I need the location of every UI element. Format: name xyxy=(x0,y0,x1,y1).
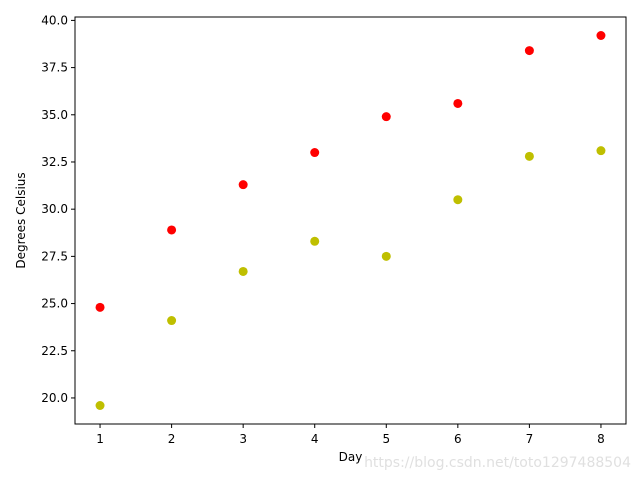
y-tick-label: 27.5 xyxy=(41,249,68,263)
x-tick-label: 2 xyxy=(168,432,176,446)
data-point-series-2 xyxy=(596,146,606,156)
x-axis-label: Day xyxy=(339,450,363,464)
data-point-series-1 xyxy=(167,225,177,235)
x-tick-label: 3 xyxy=(239,432,247,446)
y-tick-label: 35.0 xyxy=(41,108,68,122)
axis-ticks: 1 2 3 4 5 6 7 8 20.0 22.5 25.0 27.5 30.0 32.5 35.0 37.5… xyxy=(41,13,604,446)
data-point-series-1 xyxy=(95,302,105,312)
data-point-series-1 xyxy=(310,148,320,158)
x-tick-label: 7 xyxy=(526,432,534,446)
data-point-series-2 xyxy=(524,151,534,161)
data-point-series-1 xyxy=(238,180,248,190)
y-tick-label: 37.5 xyxy=(41,61,68,75)
watermark: https://blog.csdn.net/toto1297488504 xyxy=(364,455,631,471)
y-axis-label: Degrees Celsius xyxy=(14,172,28,268)
x-tick-label: 1 xyxy=(96,432,104,446)
data-point-series-1 xyxy=(524,46,534,56)
y-tick-label: 30.0 xyxy=(41,202,68,216)
y-tick-label: 25.0 xyxy=(41,297,68,311)
data-point-series-2 xyxy=(167,316,177,326)
data-point-series-1 xyxy=(381,112,391,122)
data-point-series-2 xyxy=(95,401,105,410)
data-point-series-2 xyxy=(310,236,320,246)
x-tick-label: 6 xyxy=(454,432,462,446)
y-tick-label: 32.5 xyxy=(41,155,68,169)
x-tick-label: 4 xyxy=(311,432,319,446)
x-tick-label: 8 xyxy=(597,432,605,446)
plot-frame xyxy=(74,16,627,425)
data-points xyxy=(95,31,606,410)
data-point-series-1 xyxy=(596,31,606,40)
y-tick-label: 40.0 xyxy=(41,13,68,27)
data-point-series-2 xyxy=(238,266,248,276)
y-tick-label: 20.0 xyxy=(41,391,68,405)
data-point-series-1 xyxy=(453,98,463,108)
data-point-series-2 xyxy=(381,251,391,261)
data-point-series-2 xyxy=(453,195,463,205)
y-tick-label: 22.5 xyxy=(41,344,68,358)
x-tick-label: 5 xyxy=(382,432,390,446)
